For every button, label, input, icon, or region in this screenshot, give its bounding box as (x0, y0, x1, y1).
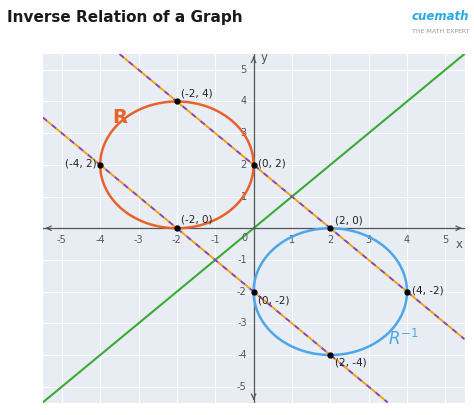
Text: -5: -5 (237, 382, 246, 392)
Text: -4: -4 (95, 234, 105, 244)
Text: -2: -2 (237, 287, 246, 297)
Text: (2, -4): (2, -4) (335, 358, 366, 368)
Text: -3: -3 (134, 234, 143, 244)
Text: 2: 2 (240, 160, 246, 170)
Text: (0, 2): (0, 2) (258, 158, 286, 168)
Text: 2: 2 (327, 234, 333, 244)
Text: x: x (455, 238, 462, 251)
Text: -4: -4 (237, 350, 246, 360)
Text: cuemath: cuemath (412, 10, 469, 23)
Text: 3: 3 (241, 128, 246, 138)
Text: (0, -2): (0, -2) (258, 295, 290, 305)
Text: 4: 4 (241, 96, 246, 107)
Text: (-2, 4): (-2, 4) (182, 89, 213, 99)
Text: 1: 1 (289, 234, 295, 244)
Text: (-2, 0): (-2, 0) (182, 215, 213, 225)
Text: y: y (261, 51, 267, 64)
Text: -5: -5 (57, 234, 67, 244)
Text: (-4, 2): (-4, 2) (65, 158, 96, 168)
Text: -1: -1 (237, 255, 246, 265)
Text: Inverse Relation of a Graph: Inverse Relation of a Graph (7, 10, 243, 25)
Text: 0: 0 (242, 233, 248, 243)
Text: (4, -2): (4, -2) (411, 285, 443, 295)
Text: -1: -1 (210, 234, 220, 244)
Text: $R^{-1}$: $R^{-1}$ (388, 329, 419, 349)
Text: THE MATH EXPERT: THE MATH EXPERT (412, 29, 469, 34)
Text: 5: 5 (240, 65, 246, 75)
Text: -3: -3 (237, 318, 246, 328)
Text: 5: 5 (442, 234, 448, 244)
Text: R: R (112, 108, 127, 127)
Text: 1: 1 (241, 192, 246, 202)
Text: -2: -2 (172, 234, 182, 244)
Text: 4: 4 (404, 234, 410, 244)
Text: 3: 3 (365, 234, 372, 244)
Text: (2, 0): (2, 0) (335, 215, 363, 225)
